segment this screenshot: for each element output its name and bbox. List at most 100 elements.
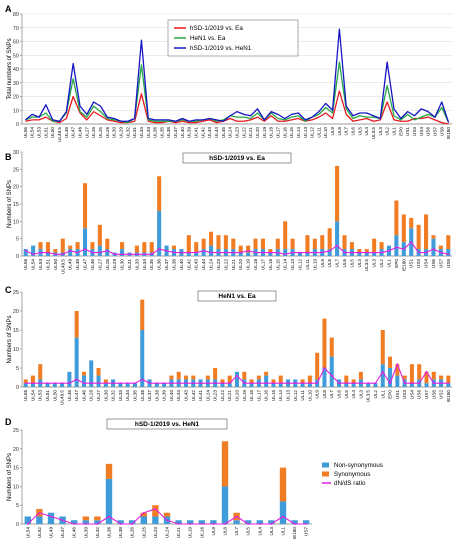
dnds-ratio-point <box>165 249 168 252</box>
x-tick-label: UL18 <box>269 127 274 138</box>
dnds-ratio-point <box>46 382 49 385</box>
dnds-ratio-point <box>112 382 115 385</box>
x-tick-label: UL31 <box>132 127 137 138</box>
bar-non-synonymous <box>94 520 101 524</box>
x-tick-label: US2 <box>439 390 444 399</box>
x-tick-label: UL7 <box>329 390 334 399</box>
dnds-ratio-point <box>381 370 384 373</box>
x-tick-label: UL19 <box>262 127 267 138</box>
dnds-ratio-point <box>39 382 42 385</box>
bar-non-synonymous <box>52 383 57 387</box>
x-tick-label: UL5 <box>357 127 362 136</box>
x-tick-label: UL39 <box>162 390 167 401</box>
bar-synonymous <box>395 364 400 376</box>
bar-synonymous <box>157 176 162 211</box>
x-tick-label: UL53 <box>38 390 43 401</box>
bar-non-synonymous <box>268 520 275 524</box>
dnds-ratio-point <box>232 251 235 254</box>
bar-non-synonymous <box>344 383 349 387</box>
chart-title-box <box>182 152 292 164</box>
dnds-ratio-point <box>143 253 146 256</box>
x-tick-label: US7 <box>438 259 443 268</box>
dnds-ratio-point <box>313 251 316 254</box>
bar-non-synonymous <box>322 368 327 387</box>
x-tick-label: IE180 <box>446 390 451 402</box>
x-tick-label: US3 <box>402 390 407 399</box>
x-tick-label: UL49.5 <box>60 390 65 405</box>
bar-non-synonymous <box>162 383 167 387</box>
x-tick-label: EP0 <box>394 259 399 268</box>
x-tick-label: US1 <box>405 127 410 136</box>
panel-letter: C <box>5 285 12 295</box>
x-tick-label: UL18 <box>253 259 258 270</box>
x-tick-label: UL6 <box>351 127 356 136</box>
bar-synonymous <box>82 183 88 229</box>
dnds-ratio-point <box>279 382 282 385</box>
y-tick-label: 80 <box>13 12 19 18</box>
bar-non-synonymous <box>305 252 310 256</box>
x-tick-label: UL34 <box>139 127 144 138</box>
x-tick-label: UL8 <box>327 259 332 268</box>
dnds-ratio-point <box>91 251 94 254</box>
dnds-ratio-point <box>214 382 217 385</box>
dnds-ratio-point <box>316 382 319 385</box>
x-tick-label: UL7 <box>335 259 340 268</box>
series-line-0 <box>25 90 449 125</box>
x-tick-label: UL12 <box>293 390 298 401</box>
x-tick-label: UL35 <box>149 259 154 270</box>
x-tick-label: UL16 <box>199 527 204 538</box>
bar-non-synonymous <box>140 516 147 524</box>
x-tick-label: IE180 <box>292 527 297 539</box>
x-tick-label: UL22 <box>220 390 225 401</box>
x-tick-label: UL4 <box>364 127 369 136</box>
dnds-ratio-point <box>131 523 134 525</box>
x-tick-label: UL13 <box>286 390 291 401</box>
x-tick-label: US7 <box>432 127 437 136</box>
x-tick-label: UL56 <box>23 259 28 270</box>
bar-non-synonymous <box>335 221 340 256</box>
x-tick-label: UL10 <box>312 259 317 270</box>
x-tick-label: UL33 <box>118 390 123 401</box>
dnds-ratio-point <box>24 249 27 252</box>
bar-non-synonymous <box>96 375 101 387</box>
x-tick-label: UL54 <box>30 127 35 138</box>
bar-synonymous <box>320 235 325 250</box>
dnds-ratio-point <box>61 519 64 522</box>
x-tick-label: UL35 <box>159 127 164 138</box>
x-tick-label: UL47 <box>83 259 88 270</box>
bar-synonymous <box>105 238 110 250</box>
x-tick-label: UL36 <box>153 127 158 138</box>
dnds-ratio-point <box>396 363 399 366</box>
bar-non-synonymous <box>105 249 110 256</box>
dnds-ratio-point <box>224 251 227 254</box>
x-tick-label: UL4 <box>357 259 362 268</box>
dnds-ratio-point <box>221 382 224 385</box>
bar-synonymous <box>176 371 181 380</box>
dnds-ratio-point <box>321 251 324 254</box>
bar-synonymous <box>344 375 349 384</box>
bar-non-synonymous <box>245 520 252 524</box>
bar-synonymous <box>140 299 145 330</box>
bar-synonymous <box>238 245 243 253</box>
dnds-ratio-point <box>104 382 107 385</box>
bar-non-synonymous <box>234 371 240 387</box>
dnds-ratio-point <box>210 251 212 254</box>
x-tick-label: UL5 <box>246 527 251 536</box>
dnds-ratio-point <box>170 382 173 385</box>
x-tick-label: UL39 <box>187 127 192 138</box>
dnds-ratio-point <box>185 382 187 385</box>
bar-non-synonymous <box>210 520 217 524</box>
x-tick-label: UL24 <box>165 527 170 538</box>
dnds-ratio-point <box>173 251 175 254</box>
x-tick-label: EP0 <box>398 127 403 136</box>
dnds-ratio-point <box>192 382 195 385</box>
bar-synonymous <box>246 245 251 253</box>
x-tick-label: UL37 <box>164 259 169 270</box>
dnds-ratio-point <box>32 253 35 256</box>
bar-non-synonymous <box>327 249 332 256</box>
bar-non-synonymous <box>82 228 88 256</box>
x-tick-label: UL14 <box>283 259 288 270</box>
bar-synonymous <box>327 228 332 250</box>
bar-synonymous <box>305 235 310 253</box>
x-tick-label: UL27 <box>96 390 101 401</box>
